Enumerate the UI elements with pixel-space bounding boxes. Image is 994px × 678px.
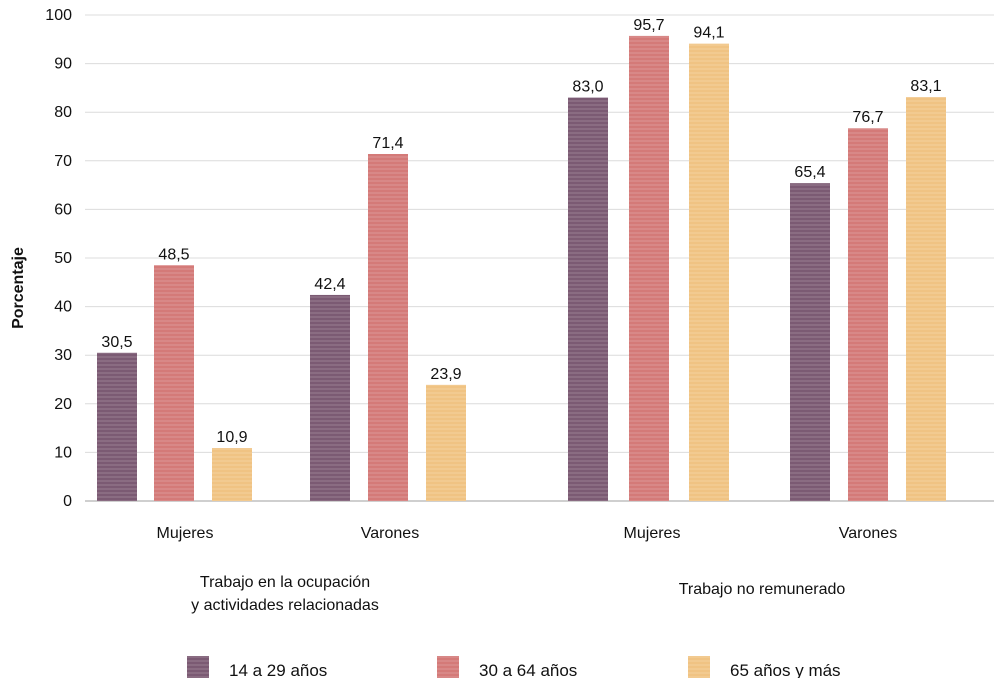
y-axis-label: Porcentaje xyxy=(10,247,27,329)
y-tick-label: 90 xyxy=(54,56,72,73)
y-tick-label: 60 xyxy=(54,201,72,218)
bar xyxy=(906,97,946,501)
data-label: 94,1 xyxy=(693,25,724,42)
bar xyxy=(212,448,252,501)
bar xyxy=(426,384,466,501)
data-label: 71,4 xyxy=(372,135,403,152)
grid-lines xyxy=(85,14,994,453)
category-label: Varones xyxy=(361,525,419,542)
group-label: Trabajo en la ocupación xyxy=(200,574,370,591)
group-labels: Trabajo en la ocupación y actividades rel… xyxy=(191,574,845,614)
y-tick-label: 20 xyxy=(54,396,72,413)
data-label: 30,5 xyxy=(101,334,132,351)
data-label: 65,4 xyxy=(794,164,825,181)
y-tick-label: 50 xyxy=(54,250,72,267)
data-label: 83,0 xyxy=(572,79,603,96)
y-tick-label: 10 xyxy=(54,444,72,461)
data-label: 83,1 xyxy=(910,78,941,95)
category-labels: Mujeres Varones Mujeres Varones xyxy=(157,525,898,542)
bar xyxy=(848,128,888,501)
data-label: 42,4 xyxy=(314,276,345,293)
legend-item: 65 años y más xyxy=(688,656,841,678)
category-label: Mujeres xyxy=(624,525,681,542)
bar xyxy=(689,43,729,501)
data-label: 10,9 xyxy=(216,429,247,446)
y-tick-label: 40 xyxy=(54,299,72,316)
bars xyxy=(97,35,946,502)
category-label: Mujeres xyxy=(157,525,214,542)
bar xyxy=(310,294,350,501)
legend-item: 14 a 29 años xyxy=(187,656,327,678)
legend-label: 14 a 29 años xyxy=(229,661,327,678)
y-tick-label: 70 xyxy=(54,153,72,170)
legend: 14 a 29 años 30 a 64 años 65 años y más xyxy=(187,656,841,678)
bar xyxy=(568,97,608,502)
legend-item: 30 a 64 años xyxy=(437,656,577,678)
bar xyxy=(97,352,137,501)
bar xyxy=(790,183,830,501)
y-tick-label: 30 xyxy=(54,347,72,364)
y-tick-label: 0 xyxy=(63,493,72,510)
data-label: 76,7 xyxy=(852,109,883,126)
y-tick-label: 100 xyxy=(45,7,72,24)
data-label: 23,9 xyxy=(430,366,461,383)
legend-label: 65 años y más xyxy=(730,661,841,678)
bar xyxy=(154,265,194,501)
group-label: Trabajo no remunerado xyxy=(679,581,846,598)
legend-label: 30 a 64 años xyxy=(479,661,577,678)
data-label: 48,5 xyxy=(158,246,189,263)
data-labels: 30,5 42,4 83,0 65,4 48,5 71,4 95,7 76,7 10,9 23,9… xyxy=(101,17,941,446)
bar xyxy=(629,35,669,501)
data-label: 95,7 xyxy=(633,17,664,34)
y-tick-label: 80 xyxy=(54,104,72,121)
category-label: Varones xyxy=(839,525,897,542)
group-label: y actividades relacionadas xyxy=(191,597,379,614)
bar xyxy=(368,153,408,501)
